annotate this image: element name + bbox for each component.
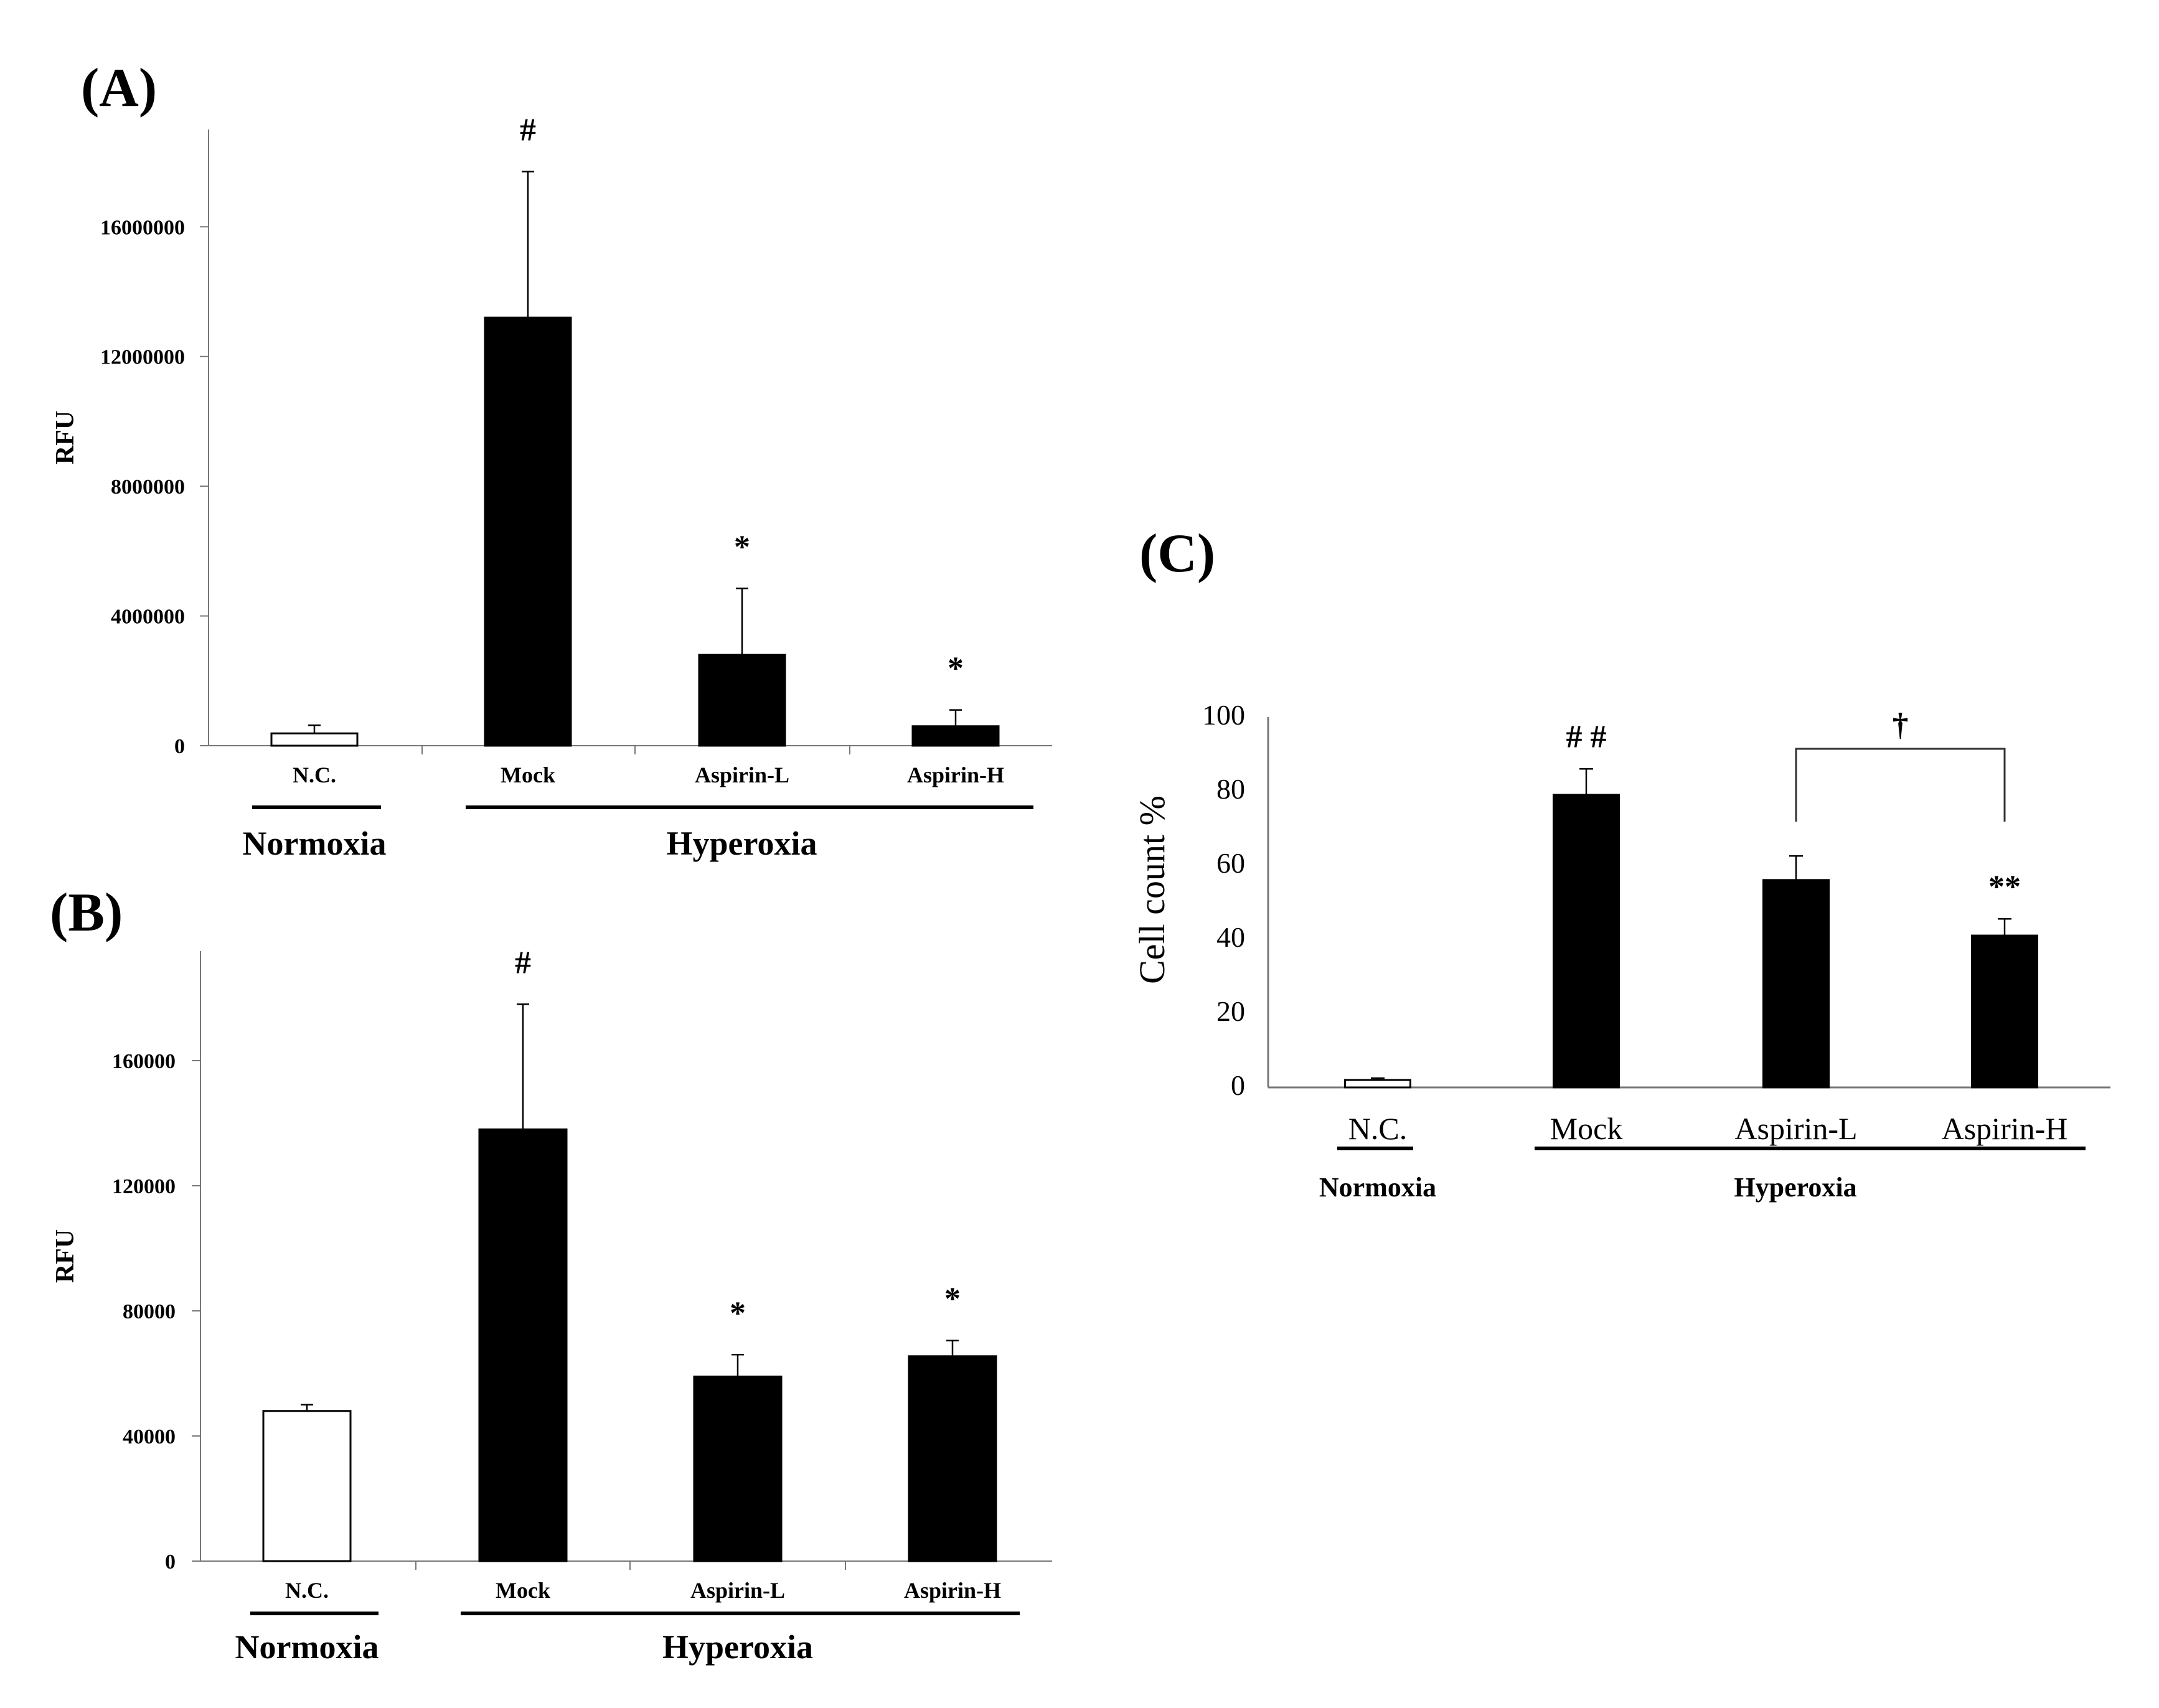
y-tick-label: 0 [174, 735, 185, 758]
bar-n-c [1344, 1079, 1411, 1089]
y-tick-label: 40 [1216, 921, 1245, 953]
y-tick-label: 20 [1216, 995, 1245, 1027]
category-label: Aspirin-H [904, 1578, 1001, 1603]
panel-label: (B) [50, 883, 123, 943]
significance-mark: # [515, 945, 531, 980]
group-label-normoxia: Normoxia [235, 1628, 379, 1666]
y-axis-label: RFU [51, 411, 80, 464]
significance-mark: * [734, 529, 750, 565]
y-tick-label: 12000000 [100, 346, 185, 369]
bar-aspirin-h [908, 1355, 997, 1562]
category-label: N.C. [1348, 1111, 1407, 1146]
category-label: Mock [496, 1578, 550, 1603]
significance-mark: * [944, 1282, 961, 1317]
significance-bracket [1795, 748, 2006, 822]
y-tick-label: 0 [165, 1551, 176, 1574]
y-tick-label: 4000000 [111, 606, 185, 629]
group-label-hyperoxia: Hyperoxia [662, 1628, 813, 1666]
y-tick-label: 0 [1231, 1069, 1245, 1101]
y-tick-label: 8000000 [111, 476, 185, 499]
y-tick-label: 40000 [123, 1425, 176, 1448]
panel-label: (A) [81, 58, 157, 118]
bar-aspirin-l [698, 654, 786, 747]
significance-mark: ** [1988, 869, 2021, 904]
significance-mark: * [730, 1295, 746, 1331]
panel-a: (A) 0 4000000 8000000 12000000 16000000 RFU N.C… [51, 58, 1052, 862]
significance-mark: * [948, 651, 964, 687]
y-tick-label: 100 [1202, 699, 1245, 731]
category-label: Aspirin-L [1734, 1111, 1857, 1146]
panel-label: (C) [1139, 523, 1215, 584]
category-label: Aspirin-H [1942, 1111, 2068, 1146]
significance-mark: # # [1566, 719, 1607, 754]
bar-aspirin-l [1762, 879, 1830, 1089]
bar-n-c [270, 732, 359, 747]
y-tick-label: 160000 [112, 1050, 176, 1073]
y-tick-label: 16000000 [100, 216, 185, 239]
bar-aspirin-h [911, 725, 1000, 747]
category-label: Aspirin-L [695, 762, 789, 787]
bar-mock [478, 1128, 568, 1562]
group-label-normoxia: Normoxia [243, 825, 387, 862]
bar-n-c [262, 1410, 352, 1562]
group-label-hyperoxia: Hyperoxia [667, 825, 817, 862]
y-tick-label: 60 [1216, 847, 1245, 879]
y-tick-label: 80 [1216, 773, 1245, 805]
bar-aspirin-h [1971, 934, 2038, 1089]
bracket-label: † [1893, 707, 1909, 743]
bar-mock [1553, 794, 1620, 1089]
category-label: Aspirin-H [907, 762, 1004, 787]
bar-mock [484, 316, 572, 747]
significance-mark: # [520, 113, 536, 148]
y-axis-label: RFU [51, 1229, 80, 1283]
category-label: N.C. [293, 762, 336, 787]
category-label: Aspirin-L [690, 1578, 785, 1603]
y-tick-label: 80000 [123, 1300, 176, 1323]
panel-c: (C) 0 20 40 60 80 100 Cell count % N.C. # # Mock As… [1132, 523, 2110, 1203]
panel-b: (B) 0 40000 80000 120000 160000 RFU N.C. # Mock * A… [50, 883, 1052, 1666]
y-tick-label: 120000 [112, 1175, 176, 1198]
y-axis-label: Cell count % [1132, 795, 1172, 984]
category-label: Mock [1550, 1111, 1623, 1146]
group-label-normoxia: Normoxia [1319, 1172, 1436, 1203]
category-label: N.C. [285, 1578, 329, 1603]
bar-aspirin-l [693, 1375, 783, 1562]
category-label: Mock [501, 762, 555, 787]
group-label-hyperoxia: Hyperoxia [1734, 1172, 1856, 1203]
